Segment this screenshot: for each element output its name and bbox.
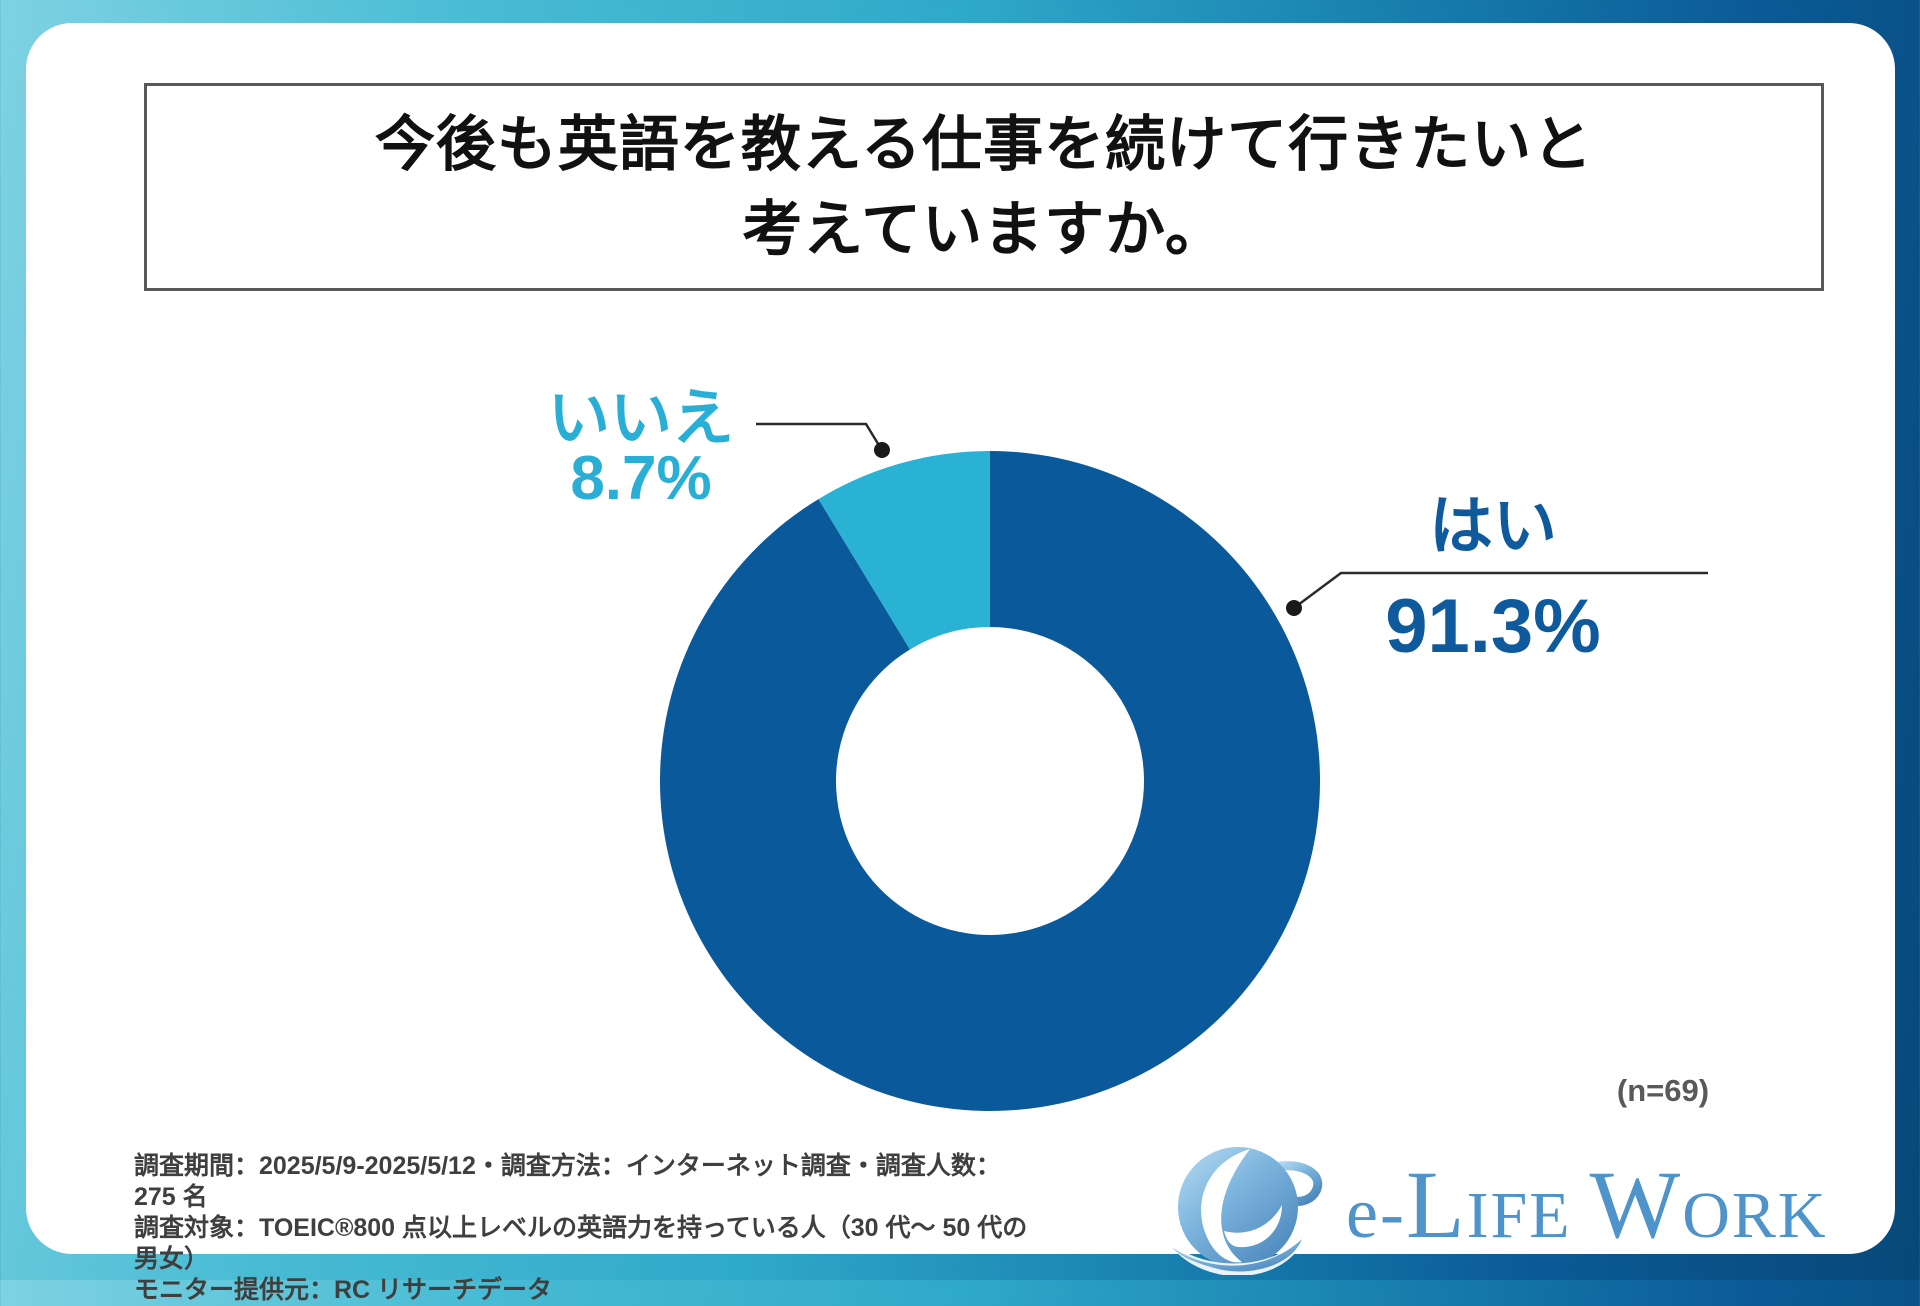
logo-part-ork: ORK — [1682, 1179, 1828, 1252]
sample-size-note: (n=69) — [1616, 1073, 1710, 1108]
content-panel: 今後も英語を教える仕事を続けて行きたいと 考えていますか。 いいえ 8.7% は… — [26, 23, 1895, 1304]
donut-chart — [660, 451, 1321, 1111]
logo-part-e: e- — [1346, 1173, 1406, 1253]
segment-value-yes: 91.3% — [1385, 584, 1601, 669]
logo-part-w: W — [1589, 1151, 1683, 1258]
question-title-line2: 考えていますか。 — [742, 196, 1226, 263]
logo-part-l: L — [1405, 1151, 1467, 1258]
elifework-logo: e- L IFE W ORK — [1164, 1135, 1828, 1275]
question-title-line1: 今後も英語を教える仕事を続けて行きたいと — [374, 110, 1594, 178]
leader-line-yes — [1297, 571, 1708, 607]
survey-footnote-line1: 調査期間：2025/5/9-2025/5/12・調査方法：インターネット調査・調… — [134, 1152, 1001, 1211]
survey-footnote-line2: 調査対象：TOEIC®800 点以上レベルの英語力を持っている人（30 代～ 5… — [134, 1214, 1028, 1273]
leader-dot-no — [874, 442, 890, 458]
leader-line-no — [756, 422, 882, 448]
donut-chart-svg — [660, 422, 1708, 1111]
donut-segment-yes — [660, 451, 1321, 1111]
logo-part-ife: IFE — [1466, 1179, 1572, 1252]
callout-leader-lines — [756, 422, 1708, 616]
segment-label-yes: はい — [1429, 490, 1557, 562]
donut-segment-no — [818, 451, 990, 650]
segment-value-no: 8.7% — [570, 444, 712, 513]
elifework-logo-text: e- L IFE W ORK — [1346, 1157, 1828, 1253]
globe-swoosh-icon — [1168, 1147, 1323, 1275]
leader-dot-yes — [1286, 600, 1302, 616]
segment-label-no: いいえ — [547, 384, 734, 453]
question-title-box: 今後も英語を教える仕事を続けて行きたいと 考えていますか。 — [144, 83, 1824, 291]
survey-footnote: 調査期間：2025/5/9-2025/5/12・調査方法：インターネット調査・調… — [134, 1151, 1034, 1306]
